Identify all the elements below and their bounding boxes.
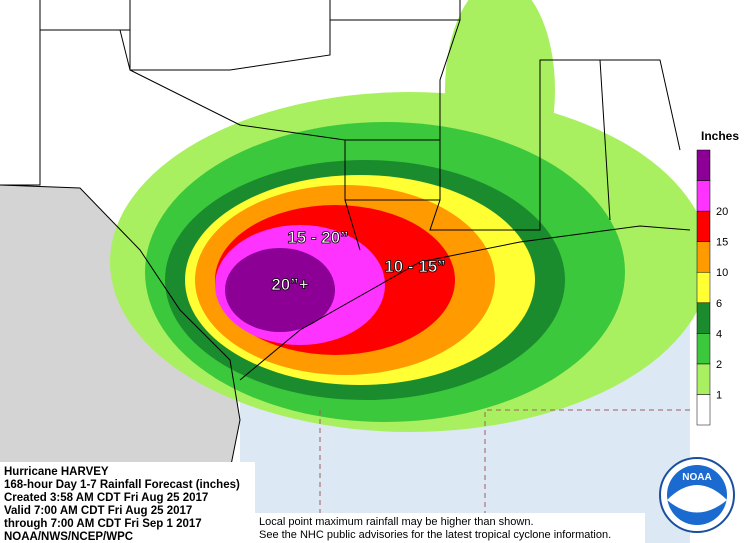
- mexico: [0, 185, 250, 543]
- footnote-line: See the NHC public advisories for the la…: [259, 529, 611, 541]
- map-label: 15 - 20”: [287, 228, 348, 247]
- map-label: 10 - 15”: [384, 257, 445, 276]
- footnote-line: Local point maximum rainfall may be high…: [259, 516, 534, 528]
- title-line: Valid 7:00 AM CDT Fri Aug 25 2017: [4, 505, 192, 517]
- legend-tick-label: 2: [716, 359, 722, 371]
- title-line: Hurricane HARVEY: [4, 466, 109, 478]
- map-label: 20”+: [271, 275, 308, 294]
- title-box: [0, 462, 255, 543]
- borders: [0, 0, 691, 543]
- title-line: NOAA/NWS/NCEP/WPC: [4, 531, 133, 543]
- legend-tick-label: 6: [716, 298, 722, 310]
- legend-tick-label: 15: [716, 237, 728, 249]
- legend-box: [696, 302, 711, 334]
- title-line: Created 3:58 AM CDT Fri Aug 25 2017: [4, 492, 208, 504]
- title-line: through 7:00 AM CDT Fri Sep 1 2017: [4, 518, 202, 530]
- legend-box: [696, 180, 711, 212]
- logo-text: NOAA: [682, 472, 711, 483]
- title-line: 168-hour Day 1-7 Rainfall Forecast (inch…: [4, 479, 240, 491]
- noaa-logo: NOAA: [659, 457, 735, 533]
- legend: Inches 1 2 4 6 10 15 20: [696, 129, 739, 426]
- contour: [225, 248, 335, 332]
- legend-box: [696, 363, 711, 395]
- footnote-box: [255, 513, 645, 543]
- legend-box: [696, 271, 711, 304]
- legend-tick-label: 1: [716, 389, 722, 401]
- legend-box: [696, 333, 711, 365]
- legend-box: [696, 149, 711, 181]
- legend-tick-label: 20: [716, 206, 728, 218]
- legend-tick-label: 10: [716, 267, 728, 279]
- legend-tick-label: 4: [716, 328, 722, 340]
- rainfall-contours: [110, 0, 710, 432]
- legend-box: [696, 210, 711, 242]
- legend-box: [696, 394, 711, 426]
- legend-box: [696, 241, 711, 273]
- legend-title: Inches: [701, 129, 739, 143]
